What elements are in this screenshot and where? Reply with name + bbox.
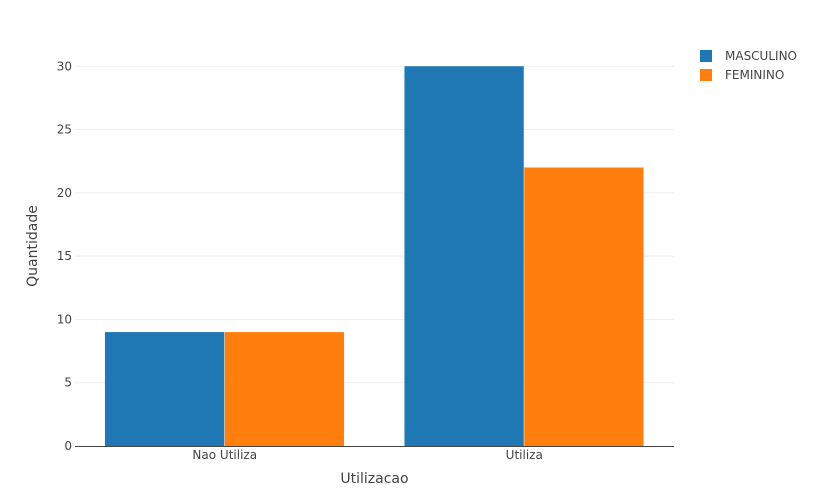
legend-label: MASCULINO: [725, 48, 797, 63]
y-tick-label: 0: [64, 439, 72, 453]
legend-item-feminino[interactable]: FEMININO: [700, 65, 797, 84]
y-tick-label: 5: [64, 376, 72, 390]
y-tick-label: 30: [57, 59, 72, 73]
x-tick-label: Utiliza: [506, 448, 543, 462]
x-tick-label: Nao Utiliza: [192, 448, 257, 462]
bar-masculino-nao-utiliza[interactable]: [104, 332, 225, 446]
legend-swatch: [700, 68, 712, 81]
legend: MASCULINO FEMININO: [700, 46, 797, 84]
y-tick-label: 20: [57, 186, 72, 200]
bar-feminino-nao-utiliza[interactable]: [224, 332, 345, 446]
y-axis-title: Quantidade: [25, 205, 41, 287]
x-axis-ticks: Nao Utiliza Utiliza: [192, 448, 542, 462]
legend-swatch: [700, 49, 712, 62]
y-tick-label: 25: [57, 123, 72, 137]
x-axis-title: Utilizacao: [340, 471, 408, 487]
bar-masculino-utiliza[interactable]: [404, 66, 524, 446]
y-axis-ticks: 0 5 10 15 20 25 30: [57, 59, 72, 453]
legend-label: FEMININO: [725, 67, 785, 82]
y-tick-label: 15: [57, 249, 72, 263]
y-tick-label: 10: [57, 312, 72, 326]
bars: [104, 66, 644, 446]
legend-item-masculino[interactable]: MASCULINO: [700, 46, 797, 65]
bar-feminino-utiliza[interactable]: [524, 167, 644, 446]
